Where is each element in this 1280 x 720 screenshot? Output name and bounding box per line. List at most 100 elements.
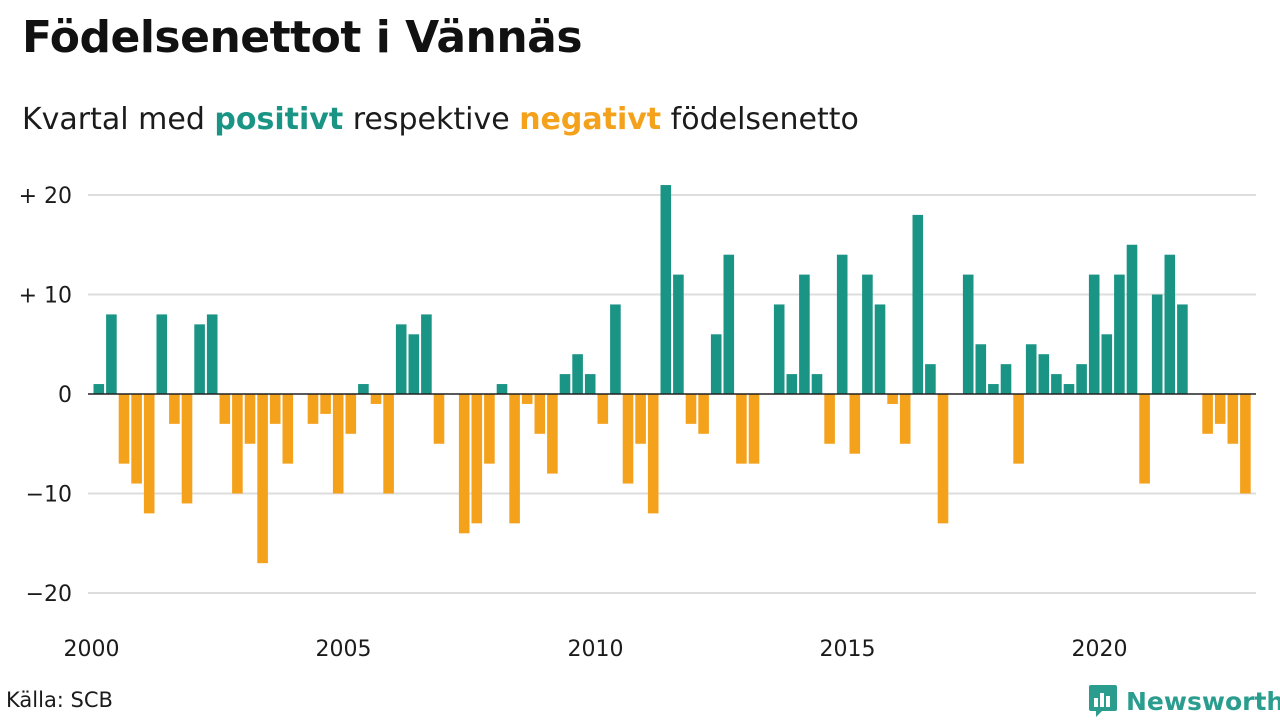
x-tick-label: 2015	[820, 637, 876, 662]
y-tick-label: −10	[26, 483, 72, 508]
bar	[647, 394, 659, 514]
bar	[786, 374, 798, 394]
bar	[1151, 294, 1163, 394]
bar-chart-speech-bubble-icon	[1089, 685, 1117, 717]
subtitle-text-2: respektive	[343, 102, 520, 137]
bar	[307, 394, 319, 424]
bar	[1101, 334, 1113, 394]
bar	[219, 394, 231, 424]
bar	[610, 304, 621, 394]
bar	[471, 394, 483, 524]
bar	[320, 394, 331, 414]
bar	[345, 394, 357, 434]
bar	[572, 354, 583, 394]
bar	[1126, 244, 1138, 394]
chart-title: Födelsenettot i Vännäs	[22, 12, 583, 63]
bar	[1164, 254, 1176, 394]
chart-subtitle: Kvartal med positivt respektive negativt…	[22, 102, 859, 137]
bar	[93, 384, 105, 394]
bar	[257, 394, 268, 564]
bar	[962, 274, 974, 394]
bar	[736, 394, 747, 464]
bar	[1076, 364, 1087, 394]
subtitle-text-1: Kvartal med	[22, 102, 215, 137]
bar	[1051, 374, 1062, 394]
bar	[408, 334, 420, 394]
bar	[169, 394, 180, 424]
bar	[1202, 394, 1213, 434]
subtitle-negative-word: negativt	[519, 102, 662, 137]
bar	[975, 344, 987, 394]
bar	[244, 394, 256, 444]
x-tick-label: 2020	[1072, 637, 1128, 662]
bar	[421, 314, 432, 394]
brand-logo: Newsworthy	[1088, 684, 1280, 718]
bar	[723, 254, 735, 394]
bar	[181, 394, 193, 504]
bar	[1139, 394, 1150, 484]
bar	[1038, 354, 1050, 394]
bar	[698, 394, 709, 434]
bar	[925, 364, 936, 394]
brand-name: Newsworthy	[1126, 686, 1280, 716]
bar	[673, 274, 684, 394]
bar	[622, 394, 634, 484]
bar	[937, 394, 949, 524]
bar	[131, 394, 142, 484]
subtitle-text-3: födelsenetto	[661, 102, 859, 137]
bar	[824, 394, 835, 444]
bar	[282, 394, 294, 464]
bar	[395, 324, 407, 394]
y-tick-label: −20	[26, 582, 72, 607]
bar	[559, 374, 571, 394]
bar	[710, 334, 722, 394]
bar	[1088, 274, 1100, 394]
bar	[509, 394, 520, 524]
bar	[1000, 364, 1012, 394]
bar	[547, 394, 558, 474]
bar	[635, 394, 646, 444]
bar	[584, 374, 596, 394]
y-tick-label: + 10	[19, 284, 72, 309]
bar	[597, 394, 609, 424]
bar	[1025, 344, 1037, 394]
bar	[1013, 394, 1024, 464]
bar	[874, 304, 886, 394]
bar	[534, 394, 546, 434]
y-tick-label: 0	[58, 383, 72, 408]
x-tick-label: 2010	[568, 637, 624, 662]
bar	[433, 394, 445, 444]
bar	[748, 394, 760, 464]
bar	[1063, 384, 1075, 394]
bar	[1227, 394, 1239, 444]
bar	[484, 394, 495, 464]
source-note: Källa: SCB	[6, 688, 113, 712]
bar	[811, 374, 823, 394]
bar	[1240, 394, 1251, 494]
bar	[773, 304, 785, 394]
bar	[383, 394, 394, 494]
bar	[269, 394, 281, 424]
bar	[370, 394, 382, 404]
bar	[458, 394, 470, 534]
bar	[143, 394, 155, 514]
bar	[156, 314, 168, 394]
x-tick-label: 2000	[64, 637, 120, 662]
x-tick-label: 2005	[316, 637, 372, 662]
bar	[232, 394, 243, 494]
bar	[118, 394, 130, 464]
y-tick-label: + 20	[19, 184, 72, 209]
bar	[1214, 394, 1226, 424]
bar	[887, 394, 898, 404]
bar	[1177, 304, 1188, 394]
bar	[358, 384, 369, 394]
bar	[206, 314, 218, 394]
bar	[799, 274, 810, 394]
bar	[194, 324, 205, 394]
bar	[496, 384, 508, 394]
bar	[332, 394, 344, 494]
bar	[660, 185, 672, 394]
bar	[1114, 274, 1125, 394]
bar	[685, 394, 697, 424]
